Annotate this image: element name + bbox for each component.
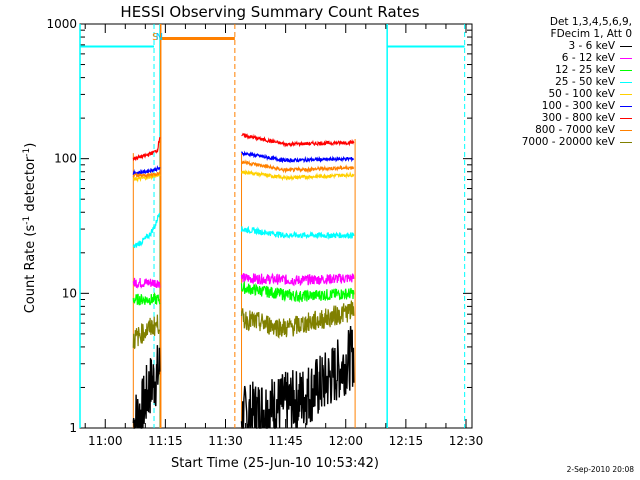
legend-swatch — [620, 93, 632, 95]
series-lines — [132, 132, 355, 429]
series-line — [132, 314, 161, 350]
legend-swatch — [620, 45, 632, 47]
legend-swatch — [620, 69, 632, 71]
y-axis-label-mid: detector — [23, 156, 38, 216]
series-line — [240, 169, 355, 182]
legend-label: 7000 - 20000 keV — [521, 136, 615, 148]
legend-swatch — [620, 105, 632, 107]
series-line — [132, 171, 161, 179]
legend-entry: 12 - 25 keV — [478, 64, 632, 76]
legend-entry: 25 - 50 keV — [478, 76, 632, 88]
series-line — [132, 137, 161, 162]
axis-ticks — [80, 24, 472, 429]
y-axis-label: Count Rate (s-1 detector-1) — [22, 143, 38, 314]
legend-swatch — [620, 141, 632, 143]
chart-title: HESSI Observing Summary Count Rates — [120, 3, 419, 21]
annotations: SN — [152, 32, 163, 43]
y-axis-label-sup1: -1 — [22, 216, 32, 225]
legend-entries: 3 - 6 keV 6 - 12 keV 12 - 25 keV 25 - 50 ke… — [478, 40, 632, 148]
legend-label: 3 - 6 keV — [568, 40, 615, 52]
legend-label: 12 - 25 keV — [555, 64, 615, 76]
legend-label: 6 - 12 keV — [561, 52, 615, 64]
timestamp: 2-Sep-2010 20:08 — [566, 465, 634, 474]
legend-label: 25 - 50 keV — [555, 76, 615, 88]
y-axis-label-sup2: -1 — [22, 148, 32, 157]
series-line — [240, 272, 355, 287]
legend-label: 50 - 100 keV — [548, 88, 615, 100]
legend-swatch — [620, 117, 632, 119]
legend-label: 300 - 800 keV — [541, 112, 615, 124]
y-tick-label: 10 — [62, 286, 77, 300]
legend-entry: 3 - 6 keV — [478, 40, 632, 52]
y-tick-label: 1 — [69, 421, 77, 435]
x-tick-label: 11:30 — [208, 434, 243, 448]
legend-swatch — [620, 57, 632, 59]
series-line — [132, 212, 161, 249]
legend: Det 1,3,4,5,6,9, FDecim 1, Att 0 3 - 6 k… — [478, 16, 632, 148]
legend-header-2: FDecim 1, Att 0 — [550, 28, 632, 40]
legend-header-1: Det 1,3,4,5,6,9, — [549, 16, 632, 28]
y-axis-label-main: Count Rate (s — [23, 225, 38, 314]
legend-entry: 50 - 100 keV — [478, 88, 632, 100]
series-line — [240, 159, 355, 174]
x-tick-labels: 11:00 11:15 11:30 11:45 12:00 12:15 12:30 — [88, 434, 483, 448]
legend-swatch — [620, 81, 632, 83]
series-line — [240, 325, 355, 429]
legend-label: 100 - 300 keV — [541, 100, 615, 112]
y-tick-label: 100 — [54, 152, 77, 166]
legend-entry: 300 - 800 keV — [478, 112, 632, 124]
y-tick-label: 1000 — [46, 17, 77, 31]
x-tick-label: 12:00 — [328, 434, 363, 448]
legend-entry: 100 - 300 keV — [478, 100, 632, 112]
x-tick-label: 11:15 — [148, 434, 183, 448]
x-tick-label: 12:30 — [449, 434, 484, 448]
legend-swatch — [620, 129, 632, 131]
plot-border — [79, 23, 473, 429]
series-line — [240, 300, 355, 339]
series-line — [132, 291, 161, 306]
boundary-lines — [79, 24, 466, 428]
legend-label: 800 - 7000 keV — [535, 124, 615, 136]
x-axis-label: Start Time (25-Jun-10 10:53:42) — [171, 456, 379, 471]
x-tick-label: 11:45 — [268, 434, 303, 448]
series-line — [240, 225, 355, 240]
x-tick-label: 12:15 — [389, 434, 424, 448]
series-line — [132, 277, 161, 289]
flag-annotation: N — [156, 32, 163, 43]
flag-annotation: S — [152, 32, 158, 43]
series-line — [240, 150, 355, 164]
series-line — [132, 345, 161, 429]
series-line — [241, 132, 355, 148]
legend-entry: 7000 - 20000 keV — [478, 136, 632, 148]
y-axis-label-end: ) — [23, 143, 38, 148]
x-tick-label: 11:00 — [88, 434, 123, 448]
y-tick-labels: 1 10 100 1000 — [46, 17, 77, 435]
legend-entry: 800 - 7000 keV — [478, 124, 632, 136]
legend-entry: 6 - 12 keV — [478, 52, 632, 64]
series-line — [132, 165, 161, 177]
series-line — [240, 280, 355, 304]
plot-frame — [79, 23, 473, 429]
